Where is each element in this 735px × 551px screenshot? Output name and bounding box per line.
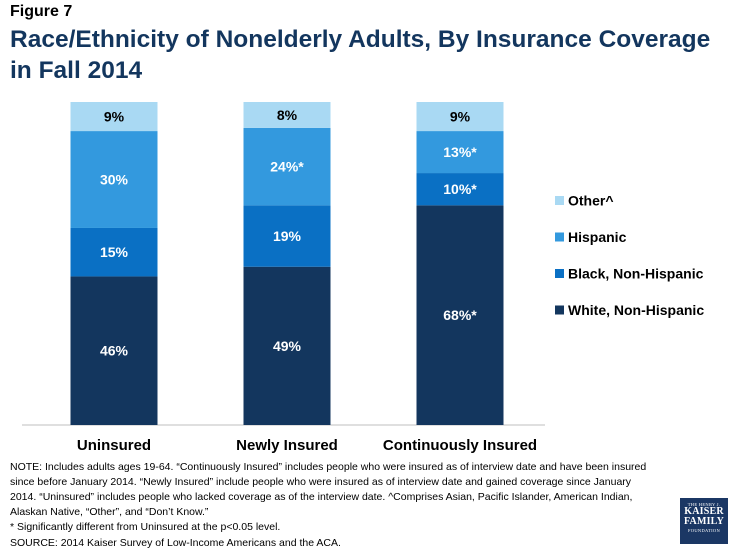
figure-label: Figure 7: [10, 3, 73, 20]
legend-swatch-other: [555, 196, 564, 205]
legend-label-other: Other^: [568, 193, 614, 209]
category-label-continuously-insured: Continuously Insured: [383, 437, 537, 454]
bar-segment-hispanic-continuously-insured: [416, 131, 504, 174]
data-label-white-non-hispanic-continuously-insured: 68%*: [443, 307, 477, 323]
chart-notes: NOTE: Includes adults ages 19-64. “Conti…: [10, 460, 660, 551]
bar-segment-other-newly-insured: [243, 102, 331, 128]
bar-segment-white-non-hispanic-newly-insured: [243, 266, 331, 425]
category-label-newly-insured: Newly Insured: [236, 437, 338, 454]
data-label-black-non-hispanic-uninsured: 15%: [100, 244, 129, 260]
logo-line-1: THE HENRY J.: [687, 502, 721, 507]
legend-swatch-hispanic: [555, 232, 564, 242]
bar-segment-black-non-hispanic-uninsured: [70, 227, 158, 277]
data-label-hispanic-newly-insured: 24%*: [270, 159, 304, 175]
legend-label-white-non-hispanic: White, Non-Hispanic: [568, 302, 704, 318]
bar-segment-white-non-hispanic-uninsured: [70, 276, 158, 425]
legend-swatch-black-non-hispanic: [555, 269, 564, 278]
data-label-other-uninsured: 9%: [104, 109, 125, 125]
bar-segment-black-non-hispanic-continuously-insured: [416, 173, 504, 206]
category-label-uninsured: Uninsured: [77, 437, 151, 454]
data-label-white-non-hispanic-newly-insured: 49%: [273, 338, 302, 354]
data-label-white-non-hispanic-uninsured: 46%: [100, 343, 129, 359]
bar-segment-hispanic-newly-insured: [243, 127, 331, 206]
legend-label-black-non-hispanic: Black, Non-Hispanic: [568, 266, 704, 282]
chart-title: Race/Ethnicity of Nonelderly Adults, By …: [10, 26, 711, 85]
bar-segment-white-non-hispanic-continuously-insured: [416, 205, 504, 425]
stacked-bar-chart: 46% 15% 30% 9% Uninsured 49% 19% 24%* 8% Newly In…: [22, 102, 704, 454]
data-label-black-non-hispanic-continuously-insured: 10%*: [443, 181, 477, 197]
logo-line-4: FOUNDATION: [688, 528, 720, 533]
bar-segment-black-non-hispanic-newly-insured: [243, 205, 331, 267]
logo-line-2: KAISER: [684, 506, 724, 517]
note-text: NOTE: Includes adults ages 19-64. “Conti…: [10, 461, 647, 519]
data-label-hispanic-uninsured: 30%: [100, 172, 129, 188]
bar-segment-other-continuously-insured: [416, 102, 504, 132]
data-label-other-newly-insured: 8%: [277, 107, 298, 123]
logo-line-3: FAMILY: [683, 516, 725, 527]
data-label-hispanic-continuously-insured: 13%*: [443, 144, 477, 160]
legend-label-hispanic: Hispanic: [568, 229, 627, 245]
data-label-black-non-hispanic-newly-insured: 19%: [273, 228, 302, 244]
bar-segment-hispanic-uninsured: [70, 131, 158, 228]
data-label-other-continuously-insured: 9%: [450, 109, 471, 125]
significance-note: * Significantly different from Uninsured…: [10, 521, 281, 534]
legend-swatch-white-non-hispanic: [555, 305, 564, 315]
kaiser-logo: THE HENRY J. KAISER FAMILY FOUNDATION: [680, 498, 728, 544]
source-note: SOURCE: 2014 Kaiser Survey of Low-Income…: [10, 536, 341, 549]
bar-segment-other-uninsured: [70, 102, 158, 132]
